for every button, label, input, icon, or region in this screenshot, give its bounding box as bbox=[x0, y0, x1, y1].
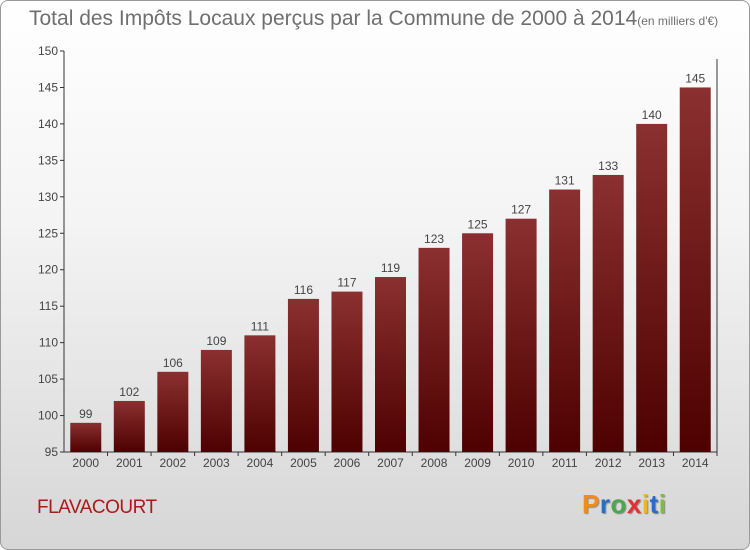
bar-value-label: 145 bbox=[685, 71, 705, 85]
y-tick-label: 125 bbox=[38, 226, 58, 240]
logo-letter: t bbox=[649, 489, 659, 519]
bar bbox=[157, 371, 189, 452]
bar bbox=[636, 123, 668, 452]
y-tick-label: 100 bbox=[38, 409, 58, 423]
y-tick-label: 140 bbox=[38, 117, 58, 131]
y-tick-label: 95 bbox=[45, 445, 59, 459]
x-tick-label: 2010 bbox=[508, 456, 535, 470]
bar-value-label: 117 bbox=[337, 276, 356, 290]
x-tick-label: 2001 bbox=[116, 456, 143, 470]
bar-value-label: 125 bbox=[468, 217, 488, 231]
x-tick-label: 2013 bbox=[638, 456, 665, 470]
bar-value-label: 111 bbox=[251, 319, 270, 333]
y-tick-label: 135 bbox=[38, 153, 58, 167]
bar-value-label: 102 bbox=[119, 385, 139, 399]
bar-value-label: 116 bbox=[294, 283, 313, 297]
x-tick-label: 2008 bbox=[421, 456, 448, 470]
bar-value-label: 133 bbox=[598, 159, 618, 173]
bar-value-label: 127 bbox=[511, 203, 531, 217]
x-tick-label: 2004 bbox=[247, 456, 274, 470]
x-tick-label: 2011 bbox=[552, 456, 578, 470]
bar bbox=[244, 335, 276, 452]
bar bbox=[462, 233, 494, 452]
x-tick-label: 2002 bbox=[159, 456, 186, 470]
bar bbox=[70, 422, 102, 452]
y-tick-label: 120 bbox=[38, 263, 58, 277]
logo-letter: x bbox=[626, 489, 642, 519]
bar bbox=[549, 189, 581, 452]
bar-value-label: 131 bbox=[555, 174, 575, 188]
y-tick-label: 150 bbox=[38, 44, 58, 58]
bar-value-label: 140 bbox=[642, 108, 662, 122]
logo-letter: P bbox=[582, 489, 600, 519]
bar-value-label: 106 bbox=[163, 356, 183, 370]
logo-letter: i bbox=[658, 489, 667, 519]
title-text: Total des Impôts Locaux perçus par la Co… bbox=[29, 7, 638, 30]
y-tick-label: 130 bbox=[38, 190, 58, 204]
x-tick-label: 2009 bbox=[464, 456, 491, 470]
chart-title: Total des Impôts Locaux perçus par la Co… bbox=[29, 7, 718, 31]
logo-letter: i bbox=[641, 489, 650, 519]
x-tick-label: 2012 bbox=[595, 456, 622, 470]
logo-letter: o bbox=[610, 489, 627, 519]
bar-value-label: 109 bbox=[206, 334, 226, 348]
bars: 99 2000 102 2001 106 2002 109 2003 111 2004 116 200… bbox=[70, 71, 718, 470]
bar bbox=[679, 87, 711, 453]
x-tick-label: 2006 bbox=[334, 456, 361, 470]
x-tick-label: 2007 bbox=[377, 456, 404, 470]
x-tick-label: 2014 bbox=[682, 456, 709, 470]
bar bbox=[331, 291, 363, 452]
bar bbox=[375, 277, 406, 452]
bar bbox=[505, 218, 537, 452]
proxiti-logo[interactable]: Proxiti bbox=[582, 489, 666, 520]
y-tick-label: 115 bbox=[39, 299, 58, 313]
bar bbox=[287, 298, 319, 452]
bar-value-label: 119 bbox=[381, 261, 400, 275]
bar bbox=[200, 349, 232, 452]
bar bbox=[418, 247, 450, 452]
x-tick-label: 2005 bbox=[290, 456, 317, 470]
x-tick-label: 2000 bbox=[72, 456, 99, 470]
title-unit: (en milliers d'€) bbox=[637, 14, 719, 28]
bar bbox=[592, 174, 624, 453]
y-tick-label: 105 bbox=[38, 372, 58, 386]
bar-value-label: 99 bbox=[79, 407, 93, 421]
logo-letter: r bbox=[599, 489, 611, 519]
y-tick-label: 110 bbox=[39, 336, 58, 350]
y-tick-label: 145 bbox=[38, 80, 58, 94]
bar-value-label: 123 bbox=[424, 232, 444, 246]
x-tick-label: 2003 bbox=[203, 456, 230, 470]
commune-name: FLAVACOURT bbox=[37, 497, 157, 518]
bar bbox=[113, 400, 145, 452]
